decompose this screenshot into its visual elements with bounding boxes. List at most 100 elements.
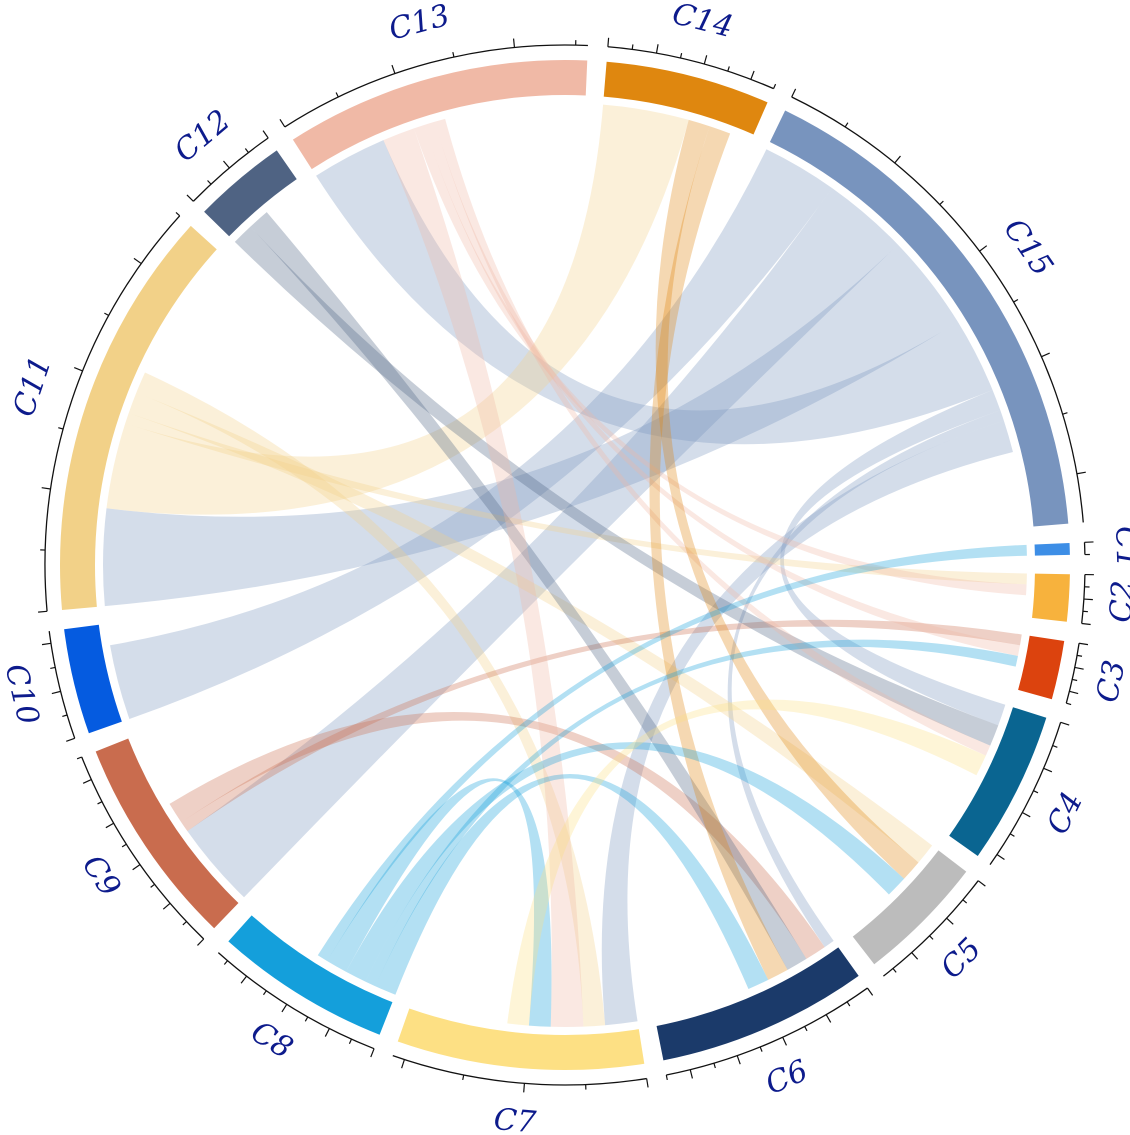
tick-mark xyxy=(391,64,396,74)
tick-axis-c3 xyxy=(1065,643,1080,704)
segment-arc-c13 xyxy=(292,60,588,170)
tick-mark xyxy=(462,1074,465,1081)
tick-axis-c14 xyxy=(607,46,774,90)
chord-c8-c6 xyxy=(375,774,769,995)
chord-c15-c9 xyxy=(187,187,898,898)
tick-mark xyxy=(324,1028,330,1037)
tick-mark xyxy=(240,975,248,984)
segment-label-c11: C11 xyxy=(6,352,59,421)
tick-mark xyxy=(727,66,730,72)
tick-mark xyxy=(304,1016,309,1022)
tick-mark xyxy=(62,714,68,718)
chord-c15-c11 xyxy=(102,244,958,607)
tick-mark xyxy=(401,1059,405,1069)
tick-mark xyxy=(512,38,516,48)
tick-mark xyxy=(370,1048,375,1058)
tick-mark xyxy=(223,160,230,169)
tick-mark xyxy=(1069,690,1079,695)
segment-label-c14: C14 xyxy=(669,0,737,45)
tick-mark xyxy=(41,487,51,490)
tick-mark xyxy=(759,1046,763,1052)
tick-mark xyxy=(979,245,988,252)
tick-mark xyxy=(1041,352,1050,358)
segment-arc-c10 xyxy=(64,624,122,734)
tick-mark xyxy=(41,642,52,646)
segment-label-c4: C4 xyxy=(1040,787,1090,840)
tick-mark xyxy=(929,935,934,940)
tick-mark xyxy=(866,987,874,996)
tick-mark xyxy=(736,1055,741,1065)
segment-label-c3: C3 xyxy=(1090,657,1130,705)
segment-label-c12: C12 xyxy=(168,103,237,169)
tick-mark xyxy=(1078,642,1089,646)
tick-mark xyxy=(58,427,64,430)
tick-mark xyxy=(50,666,56,670)
tick-axis-c2 xyxy=(1081,574,1086,624)
chord-c15-c4 xyxy=(780,389,1006,726)
tick-mark xyxy=(791,88,797,98)
tick-mark xyxy=(773,83,777,89)
tick-mark xyxy=(846,1001,851,1007)
chord-c15-c10 xyxy=(110,149,832,719)
tick-mark xyxy=(74,366,83,372)
chord-c12-c6 xyxy=(250,212,807,970)
tick-mark xyxy=(223,960,229,965)
chord-c8-c5 xyxy=(345,742,905,982)
segment-arc-c15 xyxy=(769,110,1069,527)
tick-mark xyxy=(946,917,954,925)
chord-c11-c14 xyxy=(106,104,689,515)
tick-mark xyxy=(66,737,75,742)
tick-mark xyxy=(892,968,897,973)
tick-axis-c7 xyxy=(392,1055,647,1086)
segment-arc-c8 xyxy=(228,915,393,1035)
tick-mark xyxy=(335,92,339,98)
tick-mark xyxy=(38,610,48,613)
tick-mark xyxy=(121,843,127,848)
tick-mark xyxy=(911,952,919,960)
segment-label-c9: C9 xyxy=(75,849,127,903)
tick-mark xyxy=(996,853,1005,860)
tick-mark xyxy=(262,990,267,996)
tick-mark xyxy=(1076,471,1086,475)
tick-mark xyxy=(1076,654,1083,657)
segment-label-c15: C15 xyxy=(996,212,1059,282)
tick-mark xyxy=(607,37,610,47)
segment-arc-c4 xyxy=(949,707,1047,856)
segment-arc-c1 xyxy=(1034,542,1070,556)
segment-arc-c9 xyxy=(95,738,239,929)
tick-mark xyxy=(162,902,171,910)
tick-mark xyxy=(523,1083,526,1093)
tick-mark xyxy=(844,122,849,128)
tick-mark xyxy=(105,822,114,829)
segment-label-c6: C6 xyxy=(761,1053,813,1102)
tick-mark xyxy=(1081,622,1091,626)
tick-mark xyxy=(97,801,103,805)
segment-arc-c2 xyxy=(1032,573,1070,622)
tick-axis-c6 xyxy=(666,987,868,1076)
segment-arc-c6 xyxy=(656,947,859,1061)
tick-mark xyxy=(894,155,901,164)
tick-axis-c5 xyxy=(883,880,979,977)
chord-c8-c7 xyxy=(327,778,552,1027)
segment-label-c13: C13 xyxy=(385,0,453,48)
tick-mark xyxy=(1022,811,1031,818)
tick-mark xyxy=(1072,678,1078,682)
tick-mark xyxy=(1013,299,1019,303)
tick-mark xyxy=(977,880,986,887)
segment-label-c10: C10 xyxy=(0,661,46,729)
tick-mark xyxy=(1009,833,1015,837)
tick-mark xyxy=(782,1036,787,1046)
tick-mark xyxy=(132,864,141,871)
tick-mark xyxy=(825,1014,832,1023)
segment-label-c7: C7 xyxy=(492,1102,538,1135)
tick-mark xyxy=(186,194,194,202)
tick-mark xyxy=(804,1026,808,1032)
tick-mark xyxy=(175,211,181,217)
tick-mark xyxy=(51,690,61,695)
chord-c15-c13 xyxy=(316,140,993,445)
segment-arc-c5 xyxy=(852,850,967,965)
tick-mark xyxy=(207,180,212,185)
segment-label-c1: C1 xyxy=(1108,526,1130,569)
tick-axis-c9 xyxy=(81,756,205,940)
